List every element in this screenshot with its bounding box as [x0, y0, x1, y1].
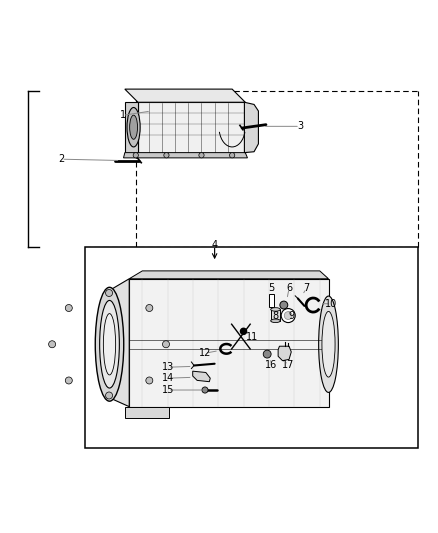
Polygon shape — [125, 89, 245, 102]
Circle shape — [263, 350, 271, 358]
Ellipse shape — [95, 287, 124, 401]
Text: 8: 8 — [272, 311, 278, 320]
Circle shape — [240, 328, 247, 334]
Text: 14: 14 — [162, 373, 174, 383]
Text: 10: 10 — [325, 298, 337, 309]
Text: 5: 5 — [268, 284, 275, 293]
Text: 11: 11 — [246, 332, 258, 342]
Text: 4: 4 — [212, 240, 218, 251]
Circle shape — [65, 377, 72, 384]
Ellipse shape — [130, 115, 138, 139]
Text: 7: 7 — [304, 284, 310, 293]
Text: 15: 15 — [162, 385, 174, 395]
Ellipse shape — [127, 108, 140, 147]
Ellipse shape — [99, 301, 119, 388]
Circle shape — [280, 301, 288, 309]
Text: 9: 9 — [288, 311, 294, 320]
Ellipse shape — [322, 311, 335, 377]
Text: 3: 3 — [297, 122, 303, 131]
Circle shape — [164, 152, 169, 158]
Circle shape — [146, 377, 153, 384]
Ellipse shape — [103, 313, 116, 375]
Circle shape — [106, 289, 113, 296]
Circle shape — [65, 304, 72, 311]
Circle shape — [202, 387, 208, 393]
Polygon shape — [124, 152, 247, 158]
Circle shape — [49, 341, 56, 348]
Circle shape — [281, 309, 295, 322]
Text: 6: 6 — [286, 284, 292, 293]
Polygon shape — [138, 102, 245, 152]
Polygon shape — [129, 279, 328, 407]
Bar — [271, 310, 280, 321]
Ellipse shape — [271, 308, 280, 311]
Circle shape — [230, 152, 235, 158]
Polygon shape — [278, 346, 291, 361]
Circle shape — [146, 304, 153, 311]
Ellipse shape — [271, 319, 280, 322]
Text: 16: 16 — [265, 360, 278, 370]
Circle shape — [162, 341, 170, 348]
Text: 13: 13 — [162, 362, 174, 372]
Ellipse shape — [318, 296, 338, 392]
Polygon shape — [129, 271, 328, 279]
Text: 17: 17 — [282, 360, 294, 370]
Bar — [269, 294, 274, 307]
Bar — [85, 247, 418, 448]
Circle shape — [133, 152, 138, 158]
Text: 1: 1 — [120, 110, 126, 120]
Circle shape — [284, 312, 292, 319]
Polygon shape — [193, 371, 210, 382]
Text: 12: 12 — [199, 348, 211, 358]
Circle shape — [199, 152, 204, 158]
Polygon shape — [125, 102, 138, 152]
Polygon shape — [107, 279, 129, 407]
Text: 2: 2 — [58, 154, 64, 164]
Circle shape — [106, 392, 113, 399]
Polygon shape — [125, 407, 169, 418]
Polygon shape — [244, 102, 258, 152]
